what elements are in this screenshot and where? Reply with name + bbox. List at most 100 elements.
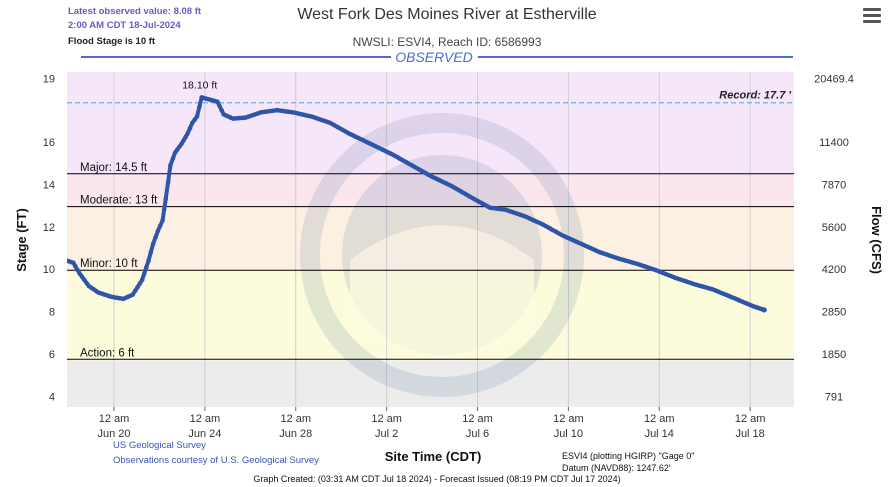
observation-point [160, 218, 165, 223]
vertical-gridlines [113, 72, 751, 407]
flood-band [67, 72, 794, 176]
observation-point [185, 131, 190, 136]
flow-tick-label: 4200 [822, 264, 846, 276]
stage-tick-label: 10 [43, 264, 55, 276]
observation-point [144, 264, 149, 270]
stage-tick-label: 8 [49, 307, 55, 319]
stage-tick-label: 16 [43, 137, 55, 149]
observation-point [73, 264, 78, 269]
observation-point [163, 196, 168, 202]
date-tick-label: Jun 24 [188, 428, 221, 440]
x-axis-label: Site Time (CDT) [385, 449, 482, 464]
flood-band [67, 271, 794, 361]
stage-series [67, 95, 767, 313]
latest-time: 2:00 AM CDT 18-Jul-2024 [68, 20, 181, 31]
observation-point [183, 134, 188, 140]
date-tick-label: Jun 28 [279, 428, 312, 440]
datum-info: Datum (NAVD88): 1247.62' [562, 463, 671, 473]
date-tick-label: Jul 6 [466, 428, 489, 440]
record-label: Record: 17.7 ' [719, 90, 791, 102]
flow-tick-label: 2850 [822, 307, 846, 319]
stage-tick-label: 14 [43, 179, 55, 191]
stage-tick-label: 4 [49, 391, 55, 403]
gauge-info: ESVI4 (plotting HGIRP) "Gage 0" [562, 451, 694, 461]
time-tick-label: 12 am [644, 413, 675, 425]
observation-point [215, 99, 220, 104]
observation-point [153, 235, 158, 240]
flow-tick-label: 7870 [822, 179, 846, 191]
flow-tick-label: 20469.4 [814, 73, 854, 85]
time-tick-label: 12 am [735, 413, 766, 425]
observation-point [139, 277, 145, 283]
observed-label: OBSERVED [395, 49, 473, 65]
observation-point [179, 141, 184, 147]
time-axis-ticks: 12 am Jun 20 12 am Jun 24 12 am Jun 28 12 am Ju… [97, 407, 765, 440]
graph-created: Graph Created: (03:31 AM CDT Jul 18 2024… [253, 474, 620, 484]
observation-point [194, 114, 200, 119]
stage-axis-ticks: 4 6 8 10 12 14 16 19 [43, 73, 55, 403]
flood-category-bands [67, 72, 794, 407]
observation-point [155, 228, 161, 234]
observation-point [187, 125, 193, 131]
observation-point [148, 249, 154, 255]
stage-tick-label: 6 [49, 349, 55, 361]
observation-point [79, 274, 85, 279]
observation-point [197, 104, 202, 110]
observation-point [168, 163, 173, 168]
observation-point [132, 288, 138, 294]
peak-label: 18.10 ft [182, 79, 217, 91]
flow-tick-label: 1850 [822, 349, 846, 361]
observation-point [81, 277, 87, 283]
observation-point [761, 307, 767, 313]
flow-axis-ticks: 791 1850 2850 4200 5600 7870 11400 20469.4 [814, 73, 854, 403]
threshold-label: Minor: 10 ft [80, 258, 138, 270]
observation-point [146, 258, 151, 264]
time-tick-label: 12 am [99, 413, 130, 425]
observation-point [161, 207, 167, 213]
observation-point [150, 241, 156, 246]
observation-point [181, 138, 186, 143]
flood-stage-note: Flood Stage is 10 ft [68, 36, 156, 47]
observation-point [75, 267, 80, 273]
hamburger-menu-icon[interactable] [863, 8, 881, 24]
threshold-label: Major: 14.5 ft [80, 162, 148, 174]
time-tick-label: 12 am [553, 413, 584, 425]
time-tick-label: 12 am [280, 413, 311, 425]
date-tick-label: Jul 14 [645, 428, 674, 440]
observation-point [219, 107, 224, 113]
date-tick-label: Jul 18 [735, 428, 764, 440]
threshold-label: Moderate: 13 ft [80, 195, 158, 207]
observation-point [130, 292, 136, 297]
observation-point [217, 103, 222, 109]
y-axis-label: Stage (FT) [14, 208, 29, 272]
observation-point [142, 271, 147, 276]
usgs-courtesy-link[interactable]: Observations courtesy of U.S. Geological… [113, 455, 319, 466]
observation-point [190, 120, 195, 126]
date-tick-label: Jun 20 [97, 428, 130, 440]
noaa-watermark [300, 113, 584, 397]
observation-point [165, 180, 171, 185]
flood-band [67, 360, 794, 407]
usgs-link[interactable]: US Geological Survey [113, 440, 206, 451]
time-tick-label: 12 am [190, 413, 221, 425]
y2-axis-label: Flow (CFS) [869, 206, 884, 274]
threshold-label: Action: 6 ft [80, 347, 135, 359]
time-tick-label: 12 am [462, 413, 493, 425]
stage-tick-label: 19 [43, 73, 55, 85]
observation-point [135, 284, 140, 290]
flow-tick-label: 791 [825, 391, 843, 403]
stage-tick-label: 12 [43, 222, 55, 234]
observation-point [192, 117, 197, 122]
chart-subtitle: NWSLI: ESVI4, Reach ID: 6586993 [353, 35, 542, 49]
flood-band [67, 175, 794, 208]
observation-point [157, 223, 163, 228]
observation-point [137, 281, 143, 286]
observation-point [170, 156, 176, 162]
flow-tick-label: 11400 [819, 137, 849, 149]
observation-point [71, 260, 76, 266]
date-tick-label: Jul 2 [375, 428, 398, 440]
time-tick-label: 12 am [371, 413, 402, 425]
observation-point [77, 271, 82, 276]
chart-title: West Fork Des Moines River at Esthervill… [297, 6, 596, 23]
